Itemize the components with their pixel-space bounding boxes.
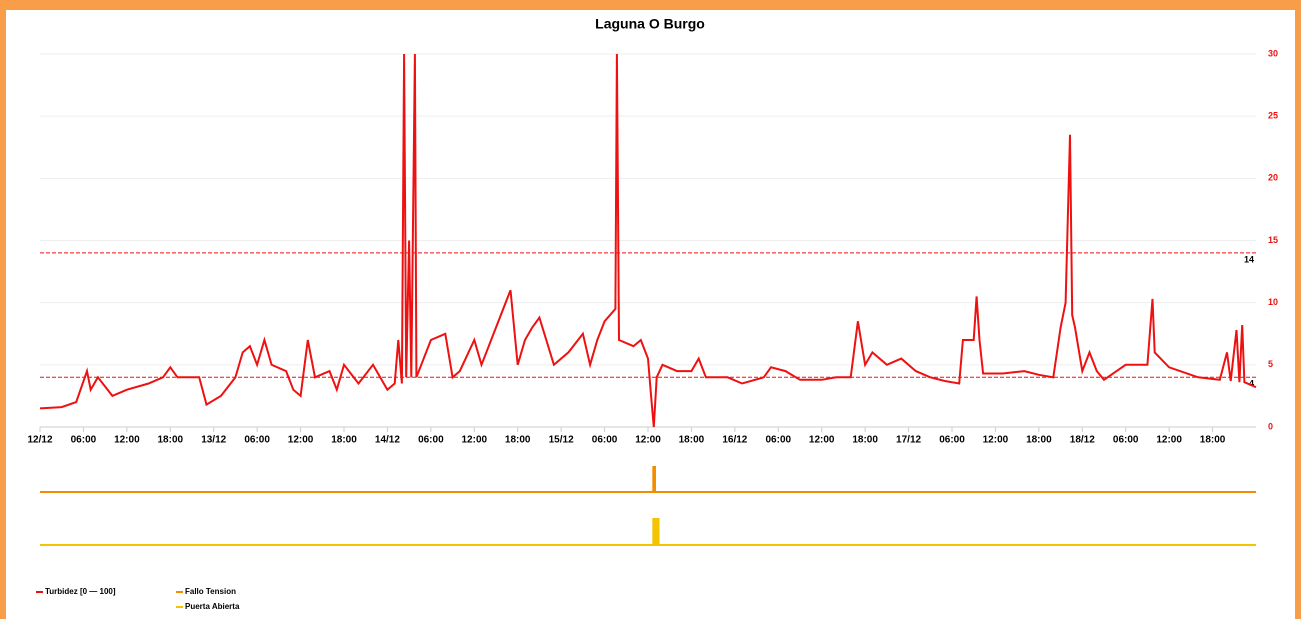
y-tick-label: 20: [1268, 173, 1278, 183]
x-tick-label: 18:00: [157, 435, 183, 446]
y-tick-label: 15: [1268, 235, 1278, 245]
y-tick-label: 10: [1268, 297, 1278, 307]
x-tick-label: 18:00: [1200, 435, 1226, 446]
x-tick-label: 12:00: [635, 435, 661, 446]
x-tick-label: 06:00: [592, 435, 618, 446]
x-tick-label: 06:00: [765, 435, 791, 446]
x-tick-label: 12/12: [27, 435, 52, 446]
y-tick-label: 5: [1268, 359, 1273, 369]
track-pulse: [652, 466, 656, 492]
x-tick-label: 12:00: [983, 435, 1009, 446]
x-tick-label: 18:00: [1026, 435, 1052, 446]
track-pulse: [652, 518, 660, 545]
y-tick-label: 25: [1268, 111, 1278, 121]
x-tick-label: 12:00: [114, 435, 140, 446]
legend-label: Fallo Tension: [185, 587, 236, 596]
x-tick-label: 12:00: [809, 435, 835, 446]
x-tick-label: 18/12: [1070, 435, 1095, 446]
x-tick-label: 06:00: [939, 435, 965, 446]
x-tick-label: 13/12: [201, 435, 226, 446]
y-tick-label: 0: [1268, 421, 1273, 431]
threshold-label: 14: [1244, 254, 1254, 264]
x-tick-label: 18:00: [679, 435, 705, 446]
x-tick-label: 18:00: [852, 435, 878, 446]
legend-label: Puerta Abierta: [185, 602, 240, 611]
x-tick-label: 06:00: [244, 435, 270, 446]
x-tick-label: 06:00: [71, 435, 97, 446]
chart: Laguna O Burgo 0 5 10 15 20 25 30 12/12 06:00 12:…: [6, 10, 1295, 619]
x-tick-label: 06:00: [1113, 435, 1139, 446]
x-tick-label: 18:00: [331, 435, 357, 446]
x-tick-label: 06:00: [418, 435, 444, 446]
legend-label: Turbidez [0 — 100]: [45, 587, 116, 596]
x-tick-label: 15/12: [549, 435, 574, 446]
threshold-label: 4: [1249, 379, 1254, 389]
x-tick-label: 12:00: [461, 435, 487, 446]
x-tick-label: 14/12: [375, 435, 400, 446]
x-tick-label: 16/12: [722, 435, 747, 446]
y-tick-label: 30: [1268, 48, 1278, 58]
line: [39, 53, 1257, 428]
x-tick-label: 12:00: [1156, 435, 1182, 446]
chart-title: Laguna O Burgo: [595, 16, 705, 32]
x-tick-label: 18:00: [505, 435, 531, 446]
x-tick-label: 17/12: [896, 435, 921, 446]
x-tick-label: 12:00: [288, 435, 314, 446]
